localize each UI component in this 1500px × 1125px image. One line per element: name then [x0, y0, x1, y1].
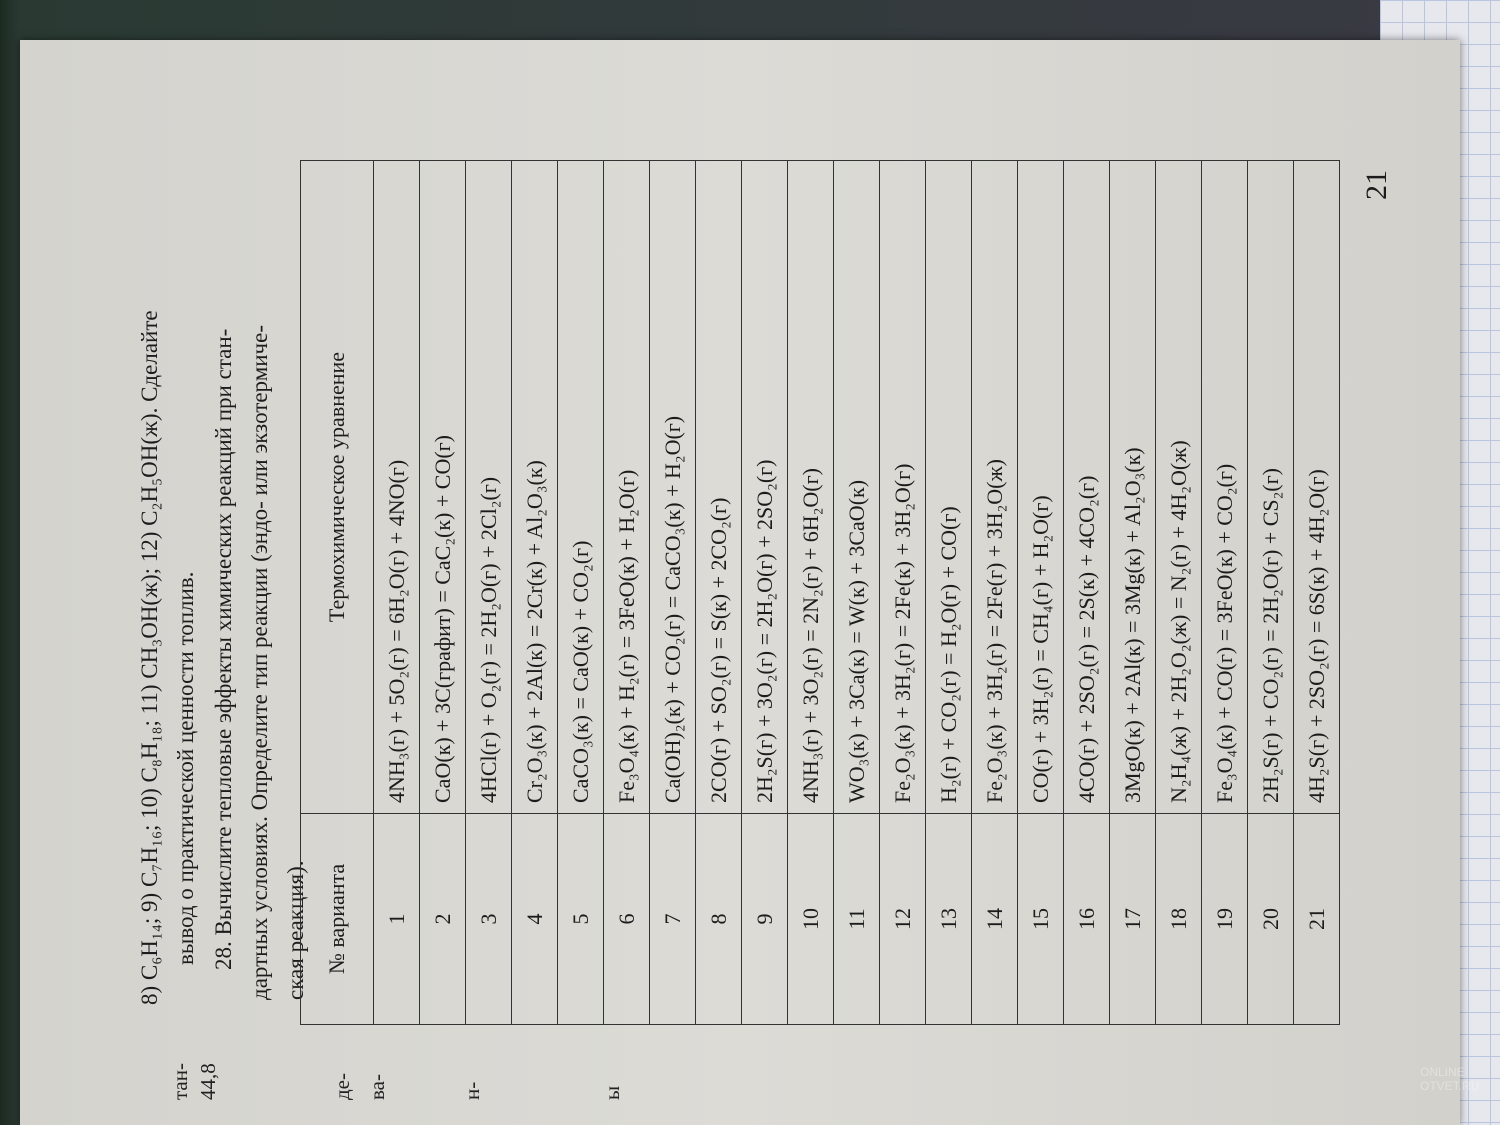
table-row: 2 CaO(к) + 3C(графит) = CaC₂(к) + CO(г)	[419, 160, 466, 1025]
task-text: дартных условиях. Определите тип реакции…	[247, 325, 272, 1000]
variant-number: 19	[1201, 813, 1248, 1025]
table-row: 19 Fe₃O₄(к) + CO(г) = 3FeO(к) + CO₂(г)	[1201, 160, 1248, 1025]
table-row: 1 4NH₃(г) + 5O₂(г) = 6H₂O(г) + 4NO(г)	[373, 160, 420, 1025]
header-variant: № варианта	[300, 813, 374, 1025]
table-row: 17 3MgO(к) + 2Al(к) = 3Mg(к) + Al₂O₃(к)	[1109, 160, 1156, 1025]
equation: 4NH₃(г) + 3O₂(г) = 2N₂(г) + 6H₂O(г)	[787, 160, 834, 814]
table-row: 18 N₂H₄(ж) + 2H₂O₂(ж) = N₂(г) + 4H₂O(ж)	[1155, 160, 1202, 1025]
variant-number: 5	[557, 813, 604, 1025]
intro-line: вывод о практической ценности топлив.	[173, 571, 198, 965]
equation: Fe₃O₄(к) + CO(г) = 3FeO(к) + CO₂(г)	[1201, 160, 1248, 814]
table-row: 3 4HCl(г) + O₂(г) = 2H₂O(г) + 2Cl₂(г)	[465, 160, 512, 1025]
variant-number: 10	[787, 813, 834, 1025]
variant-number: 16	[1063, 813, 1110, 1025]
table-row: 13 H₂(г) + CO₂(г) = H₂O(г) + CO(г)	[925, 160, 972, 1025]
variant-number: 9	[741, 813, 788, 1025]
equation: CO(г) + 3H₂(г) = CH₄(г) + H₂O(г)	[1017, 160, 1064, 814]
equation: 4CO(г) + 2SO₂(г) = 2S(к) + 4CO₂(г)	[1063, 160, 1110, 814]
table-row: 12 Fe₂O₃(к) + 3H₂(г) = 2Fe(к) + 3H₂O(г)	[879, 160, 926, 1025]
variant-number: 13	[925, 813, 972, 1025]
equation: 2CO(г) + SO₂(г) = S(к) + 2CO₂(г)	[695, 160, 742, 814]
textbook-page: 8) C₆H₁₄; 9) C₇H₁₆; 10) C₈H₁₈; 11) CH₃OH…	[20, 40, 1460, 1125]
table-row: 16 4CO(г) + 2SO₂(г) = 2S(к) + 4CO₂(г)	[1063, 160, 1110, 1025]
table-row: 10 4NH₃(г) + 3O₂(г) = 2N₂(г) + 6H₂O(г)	[787, 160, 834, 1025]
table-row: 20 2H₂S(г) + CO₂(г) = 2H₂O(г) + CS₂(г)	[1247, 160, 1294, 1025]
variant-number: 15	[1017, 813, 1064, 1025]
table-row: 15 CO(г) + 3H₂(г) = CH₄(г) + H₂O(г)	[1017, 160, 1064, 1025]
variant-number: 2	[419, 813, 466, 1025]
variant-number: 21	[1293, 813, 1340, 1025]
equation: 2H₂S(г) + 3O₂(г) = 2H₂O(г) + 2SO₂(г)	[741, 160, 788, 814]
equation: WO₃(к) + 3Ca(к) = W(к) + 3CaO(к)	[833, 160, 880, 814]
reactions-table: № варианта Термохимическое уравнение 1 4N…	[300, 160, 1340, 1025]
table-row: 6 Fe₃O₄(к) + H₂(г) = 3FeO(к) + H₂O(г)	[603, 160, 650, 1025]
variant-number: 7	[649, 813, 696, 1025]
equation: CaO(к) + 3C(графит) = CaC₂(к) + CO(г)	[419, 160, 466, 814]
equation: 3MgO(к) + 2Al(к) = 3Mg(к) + Al₂O₃(к)	[1109, 160, 1156, 814]
equation: Fe₂O₃(к) + 3H₂(г) = 2Fe(г) + 3H₂O(ж)	[971, 160, 1018, 814]
equation: 2H₂S(г) + CO₂(г) = 2H₂O(г) + CS₂(г)	[1247, 160, 1294, 814]
table-row: 14 Fe₂O₃(к) + 3H₂(г) = 2Fe(г) + 3H₂O(ж)	[971, 160, 1018, 1025]
variant-number: 3	[465, 813, 512, 1025]
variant-number: 1	[373, 813, 420, 1025]
equation: Ca(OH)₂(к) + CO₂(г) = CaCO₃(к) + H₂O(г)	[649, 160, 696, 814]
table-row: 21 4H₂S(г) + 2SO₂(г) = 6S(к) + 4H₂O(г)	[1293, 160, 1340, 1025]
watermark: ONLINE OTVET.RU	[1420, 1065, 1480, 1093]
equation: Fe₃O₄(к) + H₂(г) = 3FeO(к) + H₂O(г)	[603, 160, 650, 814]
task-text: 28. Вычислите тепловые эффекты химически…	[211, 328, 236, 970]
variant-number: 8	[695, 813, 742, 1025]
table-row: 4 Cr₂O₃(к) + 2Al(к) = 2Cr(к) + Al₂O₃(к)	[511, 160, 558, 1025]
header-equation: Термохимическое уравнение	[300, 160, 374, 814]
table-row: 7 Ca(OH)₂(к) + CO₂(г) = CaCO₃(к) + H₂O(г)	[649, 160, 696, 1025]
variant-number: 4	[511, 813, 558, 1025]
table-row: 9 2H₂S(г) + 3O₂(г) = 2H₂O(г) + 2SO₂(г)	[741, 160, 788, 1025]
equation: N₂H₄(ж) + 2H₂O₂(ж) = N₂(г) + 4H₂O(ж)	[1155, 160, 1202, 814]
page-number: 21	[1360, 170, 1393, 200]
variant-number: 11	[833, 813, 880, 1025]
variant-number: 14	[971, 813, 1018, 1025]
table-row: 8 2CO(г) + SO₂(г) = S(к) + 2CO₂(г)	[695, 160, 742, 1025]
table-row: 11 WO₃(к) + 3Ca(к) = W(к) + 3CaO(к)	[833, 160, 880, 1025]
variant-number: 18	[1155, 813, 1202, 1025]
equation: 4HCl(г) + O₂(г) = 2H₂O(г) + 2Cl₂(г)	[465, 160, 512, 814]
equation: 4H₂S(г) + 2SO₂(г) = 6S(к) + 4H₂O(г)	[1293, 160, 1340, 814]
intro-line: 8) C₆H₁₄; 9) C₇H₁₆; 10) C₈H₁₈; 11) CH₃OH…	[137, 310, 162, 1005]
table-row: 5 CaCO₃(к) = CaO(к) + CO₂(г)	[557, 160, 604, 1025]
variant-number: 20	[1247, 813, 1294, 1025]
equation: Cr₂O₃(к) + 2Al(к) = 2Cr(к) + Al₂O₃(к)	[511, 160, 558, 814]
variant-number: 17	[1109, 813, 1156, 1025]
equation: CaCO₃(к) = CaO(к) + CO₂(г)	[557, 160, 604, 814]
variant-number: 12	[879, 813, 926, 1025]
equation: Fe₂O₃(к) + 3H₂(г) = 2Fe(к) + 3H₂O(г)	[879, 160, 926, 814]
equation: H₂(г) + CO₂(г) = H₂O(г) + CO(г)	[925, 160, 972, 814]
equation: 4NH₃(г) + 5O₂(г) = 6H₂O(г) + 4NO(г)	[373, 160, 420, 814]
variant-number: 6	[603, 813, 650, 1025]
